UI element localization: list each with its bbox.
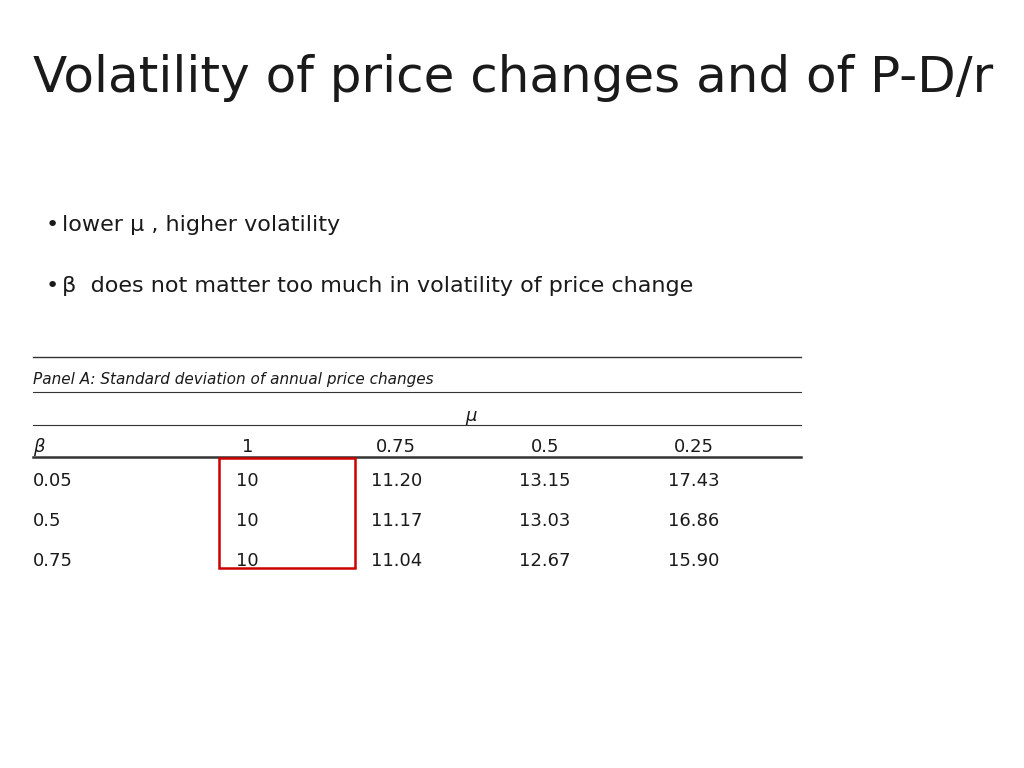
Text: 0.5: 0.5 [33, 512, 61, 530]
Text: Panel A: Standard deviation of annual price changes: Panel A: Standard deviation of annual pr… [33, 372, 433, 388]
Text: 10: 10 [237, 552, 259, 570]
Text: 0.75: 0.75 [33, 552, 73, 570]
Text: 15.90: 15.90 [668, 552, 719, 570]
Text: 17.43: 17.43 [668, 472, 719, 490]
Text: 12.67: 12.67 [519, 552, 570, 570]
Text: 13.03: 13.03 [519, 512, 570, 530]
Text: β  does not matter too much in volatility of price change: β does not matter too much in volatility… [61, 276, 693, 296]
Text: 0.25: 0.25 [674, 438, 714, 455]
Text: 0.75: 0.75 [376, 438, 417, 455]
Text: 11.04: 11.04 [371, 552, 422, 570]
Text: μ: μ [465, 407, 476, 425]
Text: β: β [33, 438, 44, 455]
Text: •: • [45, 276, 58, 296]
Text: 10: 10 [237, 472, 259, 490]
Text: 13.15: 13.15 [519, 472, 570, 490]
Text: •: • [45, 215, 58, 235]
Text: 0.5: 0.5 [530, 438, 559, 455]
Text: Volatility of price changes and of P-D/r: Volatility of price changes and of P-D/r [33, 54, 993, 102]
Text: lower μ , higher volatility: lower μ , higher volatility [61, 215, 340, 235]
Text: 1: 1 [242, 438, 253, 455]
Text: 16.86: 16.86 [668, 512, 719, 530]
Text: 11.20: 11.20 [371, 472, 422, 490]
Text: 11.17: 11.17 [371, 512, 422, 530]
Text: 10: 10 [237, 512, 259, 530]
Text: 0.05: 0.05 [33, 472, 73, 490]
